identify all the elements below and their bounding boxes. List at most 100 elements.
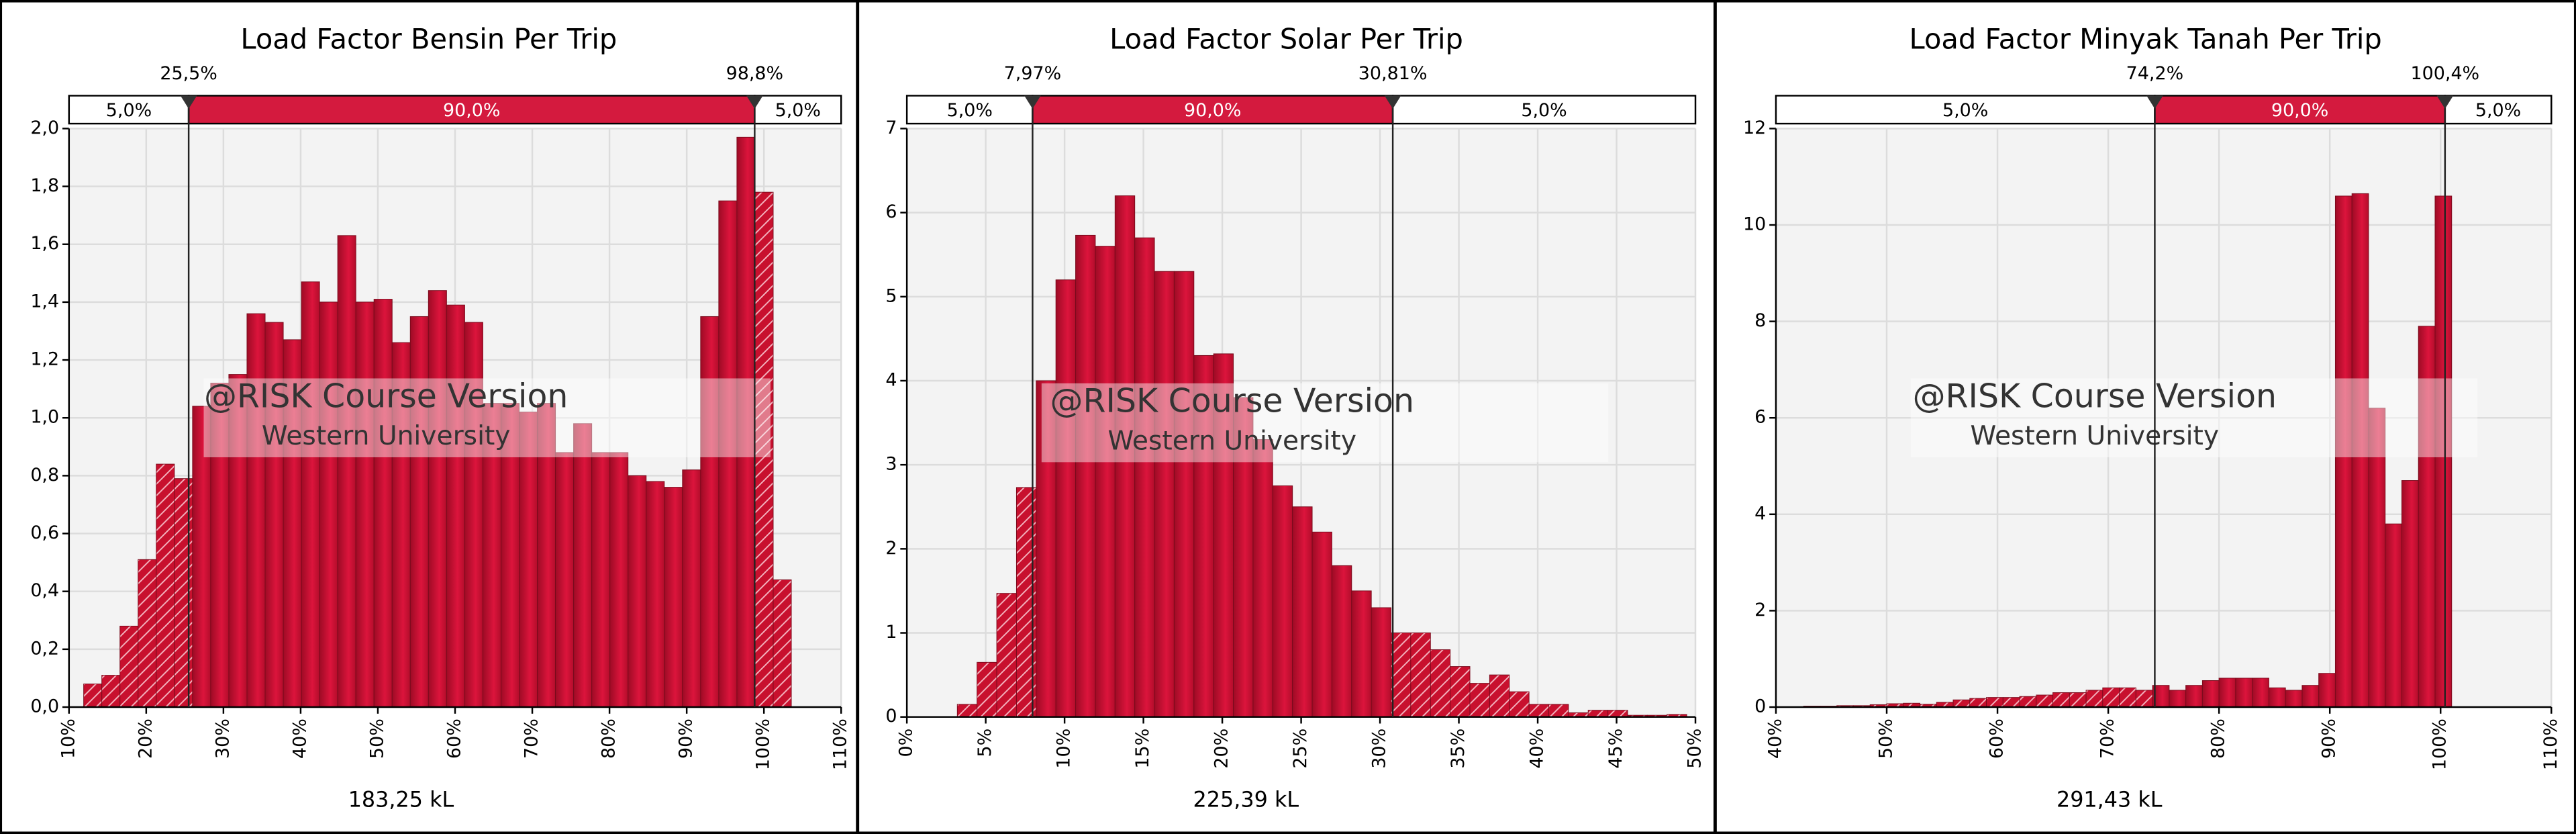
bar: [228, 374, 248, 708]
bar: [2235, 678, 2253, 708]
y-tick-label: 7: [885, 118, 897, 138]
x-tick-label: 30%: [1369, 729, 1390, 769]
bar: [1134, 237, 1155, 718]
chart-title: Load Factor Minyak Tanah Per Trip: [1910, 23, 2382, 56]
bar: [1193, 355, 1214, 718]
delimiter-marker: [1024, 95, 1041, 109]
bar: [283, 339, 302, 708]
delimiter-label: 100,4%: [2411, 63, 2480, 84]
y-tick-label: 0,8: [30, 465, 59, 485]
delimiter-label: 25,5%: [160, 63, 217, 84]
bar: [1969, 698, 1987, 708]
bar: [2385, 523, 2402, 708]
x-tick-label: 0%: [896, 729, 917, 757]
y-tick-label: 1: [885, 622, 897, 643]
chart-title: Load Factor Bensin Per Trip: [240, 23, 617, 56]
x-tick-label: 80%: [2208, 719, 2229, 759]
x-tick-label: 50%: [366, 719, 387, 759]
x-tick-label: 60%: [1987, 719, 2008, 759]
x-tick-label: 70%: [522, 719, 542, 759]
x-tick-label: 90%: [2319, 719, 2340, 759]
x-tick-label: 90%: [676, 719, 697, 759]
bar: [355, 302, 375, 708]
bar: [1351, 590, 1372, 718]
bar: [1986, 697, 2003, 708]
watermark-band: [1041, 383, 1609, 463]
watermark-band: [203, 378, 771, 457]
bar: [537, 403, 556, 708]
bar: [2418, 326, 2436, 708]
bar: [1528, 704, 1549, 718]
center-label: 90,0%: [2271, 100, 2328, 121]
bar: [2069, 692, 2087, 708]
bar: [246, 313, 266, 708]
bar: [2285, 690, 2303, 708]
x-tick-label: 80%: [599, 719, 620, 759]
bar: [1154, 271, 1175, 718]
bar: [428, 290, 447, 708]
bar: [2351, 193, 2369, 708]
tail-label: 5,0%: [106, 100, 152, 121]
bar: [628, 475, 647, 708]
bar: [1430, 649, 1451, 718]
x-tick-label: 45%: [1605, 729, 1626, 769]
bar: [956, 704, 978, 718]
tail-band: [1775, 95, 2156, 125]
bar: [2318, 673, 2336, 708]
center-label: 90,0%: [1184, 100, 1241, 121]
delimiter-label: 98,8%: [726, 63, 783, 84]
delimiter-label: 74,2%: [2126, 63, 2183, 84]
bar: [2218, 678, 2236, 708]
bar: [1233, 397, 1254, 718]
bar: [2019, 696, 2037, 708]
x-tick-label: 20%: [135, 719, 156, 759]
y-tick-label: 1,8: [30, 175, 59, 196]
x-tick-label: 30%: [212, 719, 233, 759]
bar: [2401, 480, 2419, 708]
bar: [391, 342, 411, 708]
y-tick-label: 6: [1754, 407, 1766, 428]
bar: [2201, 680, 2220, 708]
x-axis-label: 291,43 kL: [2057, 787, 2163, 813]
x-tick-label: 110%: [2540, 719, 2561, 770]
bar: [773, 579, 792, 708]
bar: [319, 302, 338, 708]
bar: [301, 281, 320, 708]
watermark: Western University: [262, 421, 511, 451]
tail-label: 5,0%: [1942, 100, 1988, 121]
x-axis-label: 183,25 kL: [348, 787, 454, 813]
delimiter-label: 30,81%: [1358, 63, 1428, 84]
bar: [1410, 633, 1431, 718]
bar: [1331, 565, 1352, 718]
y-tick-label: 0: [1754, 696, 1766, 717]
bar: [2135, 690, 2153, 708]
bar: [591, 452, 611, 708]
bar: [1607, 710, 1628, 718]
watermark: @RISK Course Version: [204, 377, 568, 415]
delimiter-label: 7,97%: [1004, 63, 1061, 84]
bar: [2252, 678, 2269, 708]
x-tick-label: 40%: [1527, 729, 1548, 769]
bar: [1450, 666, 1471, 718]
bar: [1173, 271, 1195, 718]
bar: [1952, 699, 1971, 708]
y-tick-label: 0,6: [30, 522, 59, 543]
watermark: Western University: [1107, 426, 1356, 456]
bar: [1272, 485, 1293, 718]
x-tick-label: 70%: [2097, 719, 2118, 759]
bar: [573, 423, 593, 708]
x-tick-label: 5%: [975, 729, 995, 757]
chart-title: Load Factor Solar Per Trip: [1109, 23, 1463, 56]
y-tick-label: 1,4: [30, 291, 59, 312]
center-band: [1032, 95, 1394, 125]
bar: [2085, 690, 2103, 708]
x-tick-label: 50%: [1876, 719, 1897, 759]
tail-label: 5,0%: [2475, 100, 2521, 121]
bar: [2052, 692, 2070, 708]
y-tick-label: 6: [885, 201, 897, 222]
bar: [500, 403, 519, 708]
tail-label: 5,0%: [1521, 100, 1567, 121]
y-tick-label: 0,4: [30, 580, 59, 601]
y-tick-label: 1,6: [30, 233, 59, 254]
bar: [996, 593, 1017, 718]
